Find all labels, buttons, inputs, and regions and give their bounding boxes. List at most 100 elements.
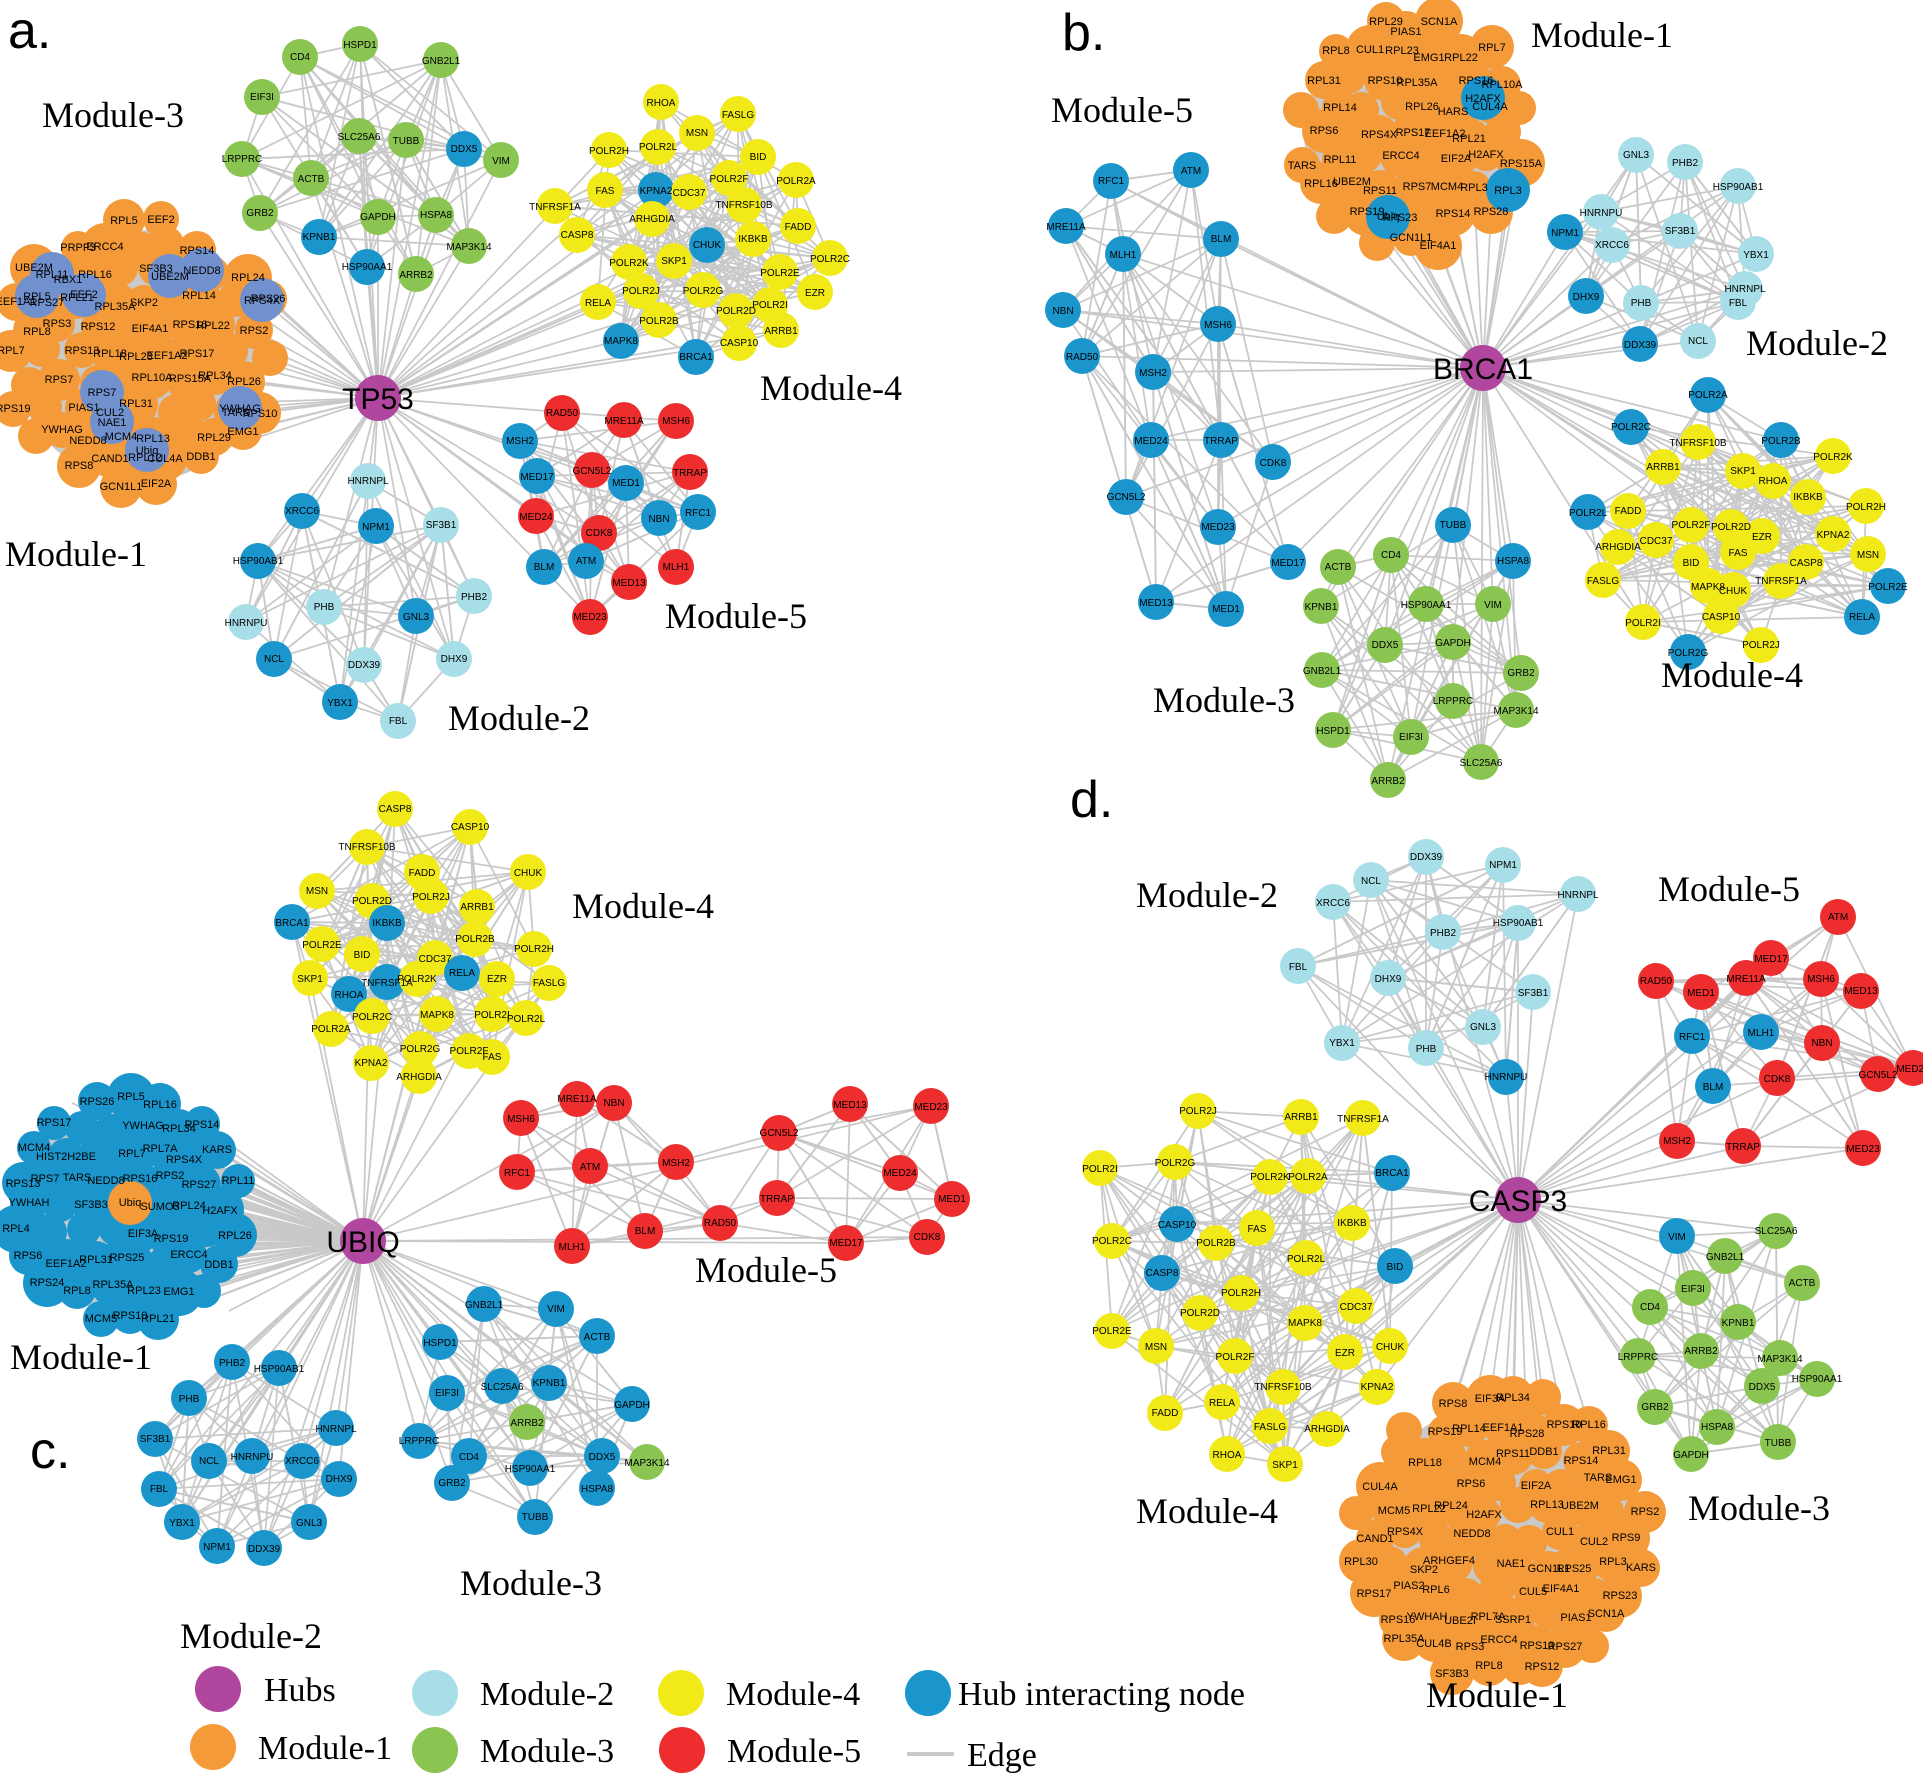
svg-text:CUL1: CUL1	[1546, 1526, 1574, 1538]
svg-text:SKP1: SKP1	[661, 256, 687, 267]
svg-text:NEDD8: NEDD8	[183, 265, 220, 277]
svg-text:RPL16: RPL16	[78, 269, 112, 281]
svg-text:HSP90AA1: HSP90AA1	[1792, 1374, 1843, 1385]
svg-text:Hubs: Hubs	[264, 1672, 336, 1709]
svg-text:RPL7: RPL7	[118, 1148, 146, 1160]
svg-text:NBN: NBN	[648, 514, 669, 525]
svg-text:c.: c.	[30, 1422, 70, 1480]
svg-text:NEDD8: NEDD8	[69, 435, 106, 447]
svg-text:GNB2L1: GNB2L1	[1706, 1252, 1745, 1263]
svg-text:IKBKB: IKBKB	[1337, 1218, 1367, 1229]
svg-text:CUL4A: CUL4A	[1472, 101, 1508, 113]
svg-text:Module-3: Module-3	[460, 1563, 602, 1603]
svg-text:RPS17: RPS17	[37, 1117, 72, 1129]
svg-text:SUMO3: SUMO3	[140, 1201, 179, 1213]
svg-text:POLR2D: POLR2D	[1711, 522, 1751, 533]
svg-text:TUBB: TUBB	[1440, 520, 1467, 531]
svg-text:CD4: CD4	[1640, 1302, 1660, 1313]
svg-text:MAP3K14: MAP3K14	[446, 242, 491, 253]
svg-text:Edge: Edge	[967, 1737, 1037, 1774]
svg-text:CDC37: CDC37	[1340, 1302, 1373, 1313]
svg-text:RPL31: RPL31	[1592, 1445, 1626, 1457]
svg-text:POLR2D: POLR2D	[716, 306, 756, 317]
svg-text:MLH1: MLH1	[663, 562, 690, 573]
svg-text:RPL14: RPL14	[182, 290, 216, 302]
svg-text:POLR2K: POLR2K	[609, 258, 649, 269]
svg-text:ARHGDIA: ARHGDIA	[1595, 542, 1641, 553]
svg-text:GRB2: GRB2	[1641, 1402, 1669, 1413]
svg-text:POLR2K: POLR2K	[1250, 1172, 1290, 1183]
svg-text:GAPDH: GAPDH	[614, 1400, 650, 1411]
svg-text:CUL2: CUL2	[1580, 1536, 1608, 1548]
svg-text:Module-2: Module-2	[448, 698, 590, 738]
svg-text:HNRNPL: HNRNPL	[315, 1424, 357, 1435]
svg-text:MAP3K14: MAP3K14	[624, 1458, 669, 1469]
svg-text:CASP3: CASP3	[1469, 1185, 1567, 1218]
svg-text:KPNA2: KPNA2	[1361, 1382, 1394, 1393]
svg-text:RPL8: RPL8	[1322, 45, 1350, 57]
svg-text:POLR2K: POLR2K	[397, 974, 437, 985]
svg-text:BLM: BLM	[534, 562, 555, 573]
svg-text:LRPPRC: LRPPRC	[222, 154, 263, 165]
svg-text:H2AFX: H2AFX	[202, 1205, 238, 1217]
svg-text:YWHAH: YWHAH	[1407, 1611, 1448, 1623]
svg-text:CDK8: CDK8	[586, 528, 613, 539]
svg-text:POLR2G: POLR2G	[683, 286, 724, 297]
svg-text:RPS26: RPS26	[251, 293, 286, 305]
svg-text:NEDD8: NEDD8	[1453, 1528, 1490, 1540]
svg-text:DDX5: DDX5	[589, 1452, 616, 1463]
svg-text:RPS4X: RPS4X	[244, 295, 281, 307]
svg-text:ARHGDIA: ARHGDIA	[629, 214, 675, 225]
svg-text:SF3B3: SF3B3	[139, 263, 173, 275]
svg-text:VIM: VIM	[492, 156, 510, 167]
svg-text:PHB: PHB	[1631, 298, 1652, 309]
svg-text:RPL21: RPL21	[60, 292, 94, 304]
svg-text:POLR2C: POLR2C	[810, 254, 850, 265]
svg-text:POLR2F: POLR2F	[1216, 1352, 1255, 1363]
svg-text:EEF1A1: EEF1A1	[0, 296, 36, 308]
svg-text:RPL3: RPL3	[1494, 185, 1522, 197]
svg-text:RPS26: RPS26	[80, 1096, 115, 1108]
svg-text:ERCC4: ERCC4	[170, 1249, 207, 1261]
svg-text:MSH6: MSH6	[1807, 974, 1835, 985]
svg-text:TP53: TP53	[342, 383, 414, 416]
svg-text:GNL3: GNL3	[1470, 1022, 1497, 1033]
svg-text:ATM: ATM	[1828, 912, 1848, 923]
svg-text:Module-3: Module-3	[1153, 680, 1295, 720]
svg-text:POLR2G: POLR2G	[1668, 648, 1709, 659]
svg-text:RPL7: RPL7	[1478, 42, 1506, 54]
svg-text:VIM: VIM	[1668, 1232, 1686, 1243]
svg-text:EEF1A1: EEF1A1	[1483, 1422, 1524, 1434]
svg-text:FBL: FBL	[1289, 962, 1308, 973]
svg-text:XRCC6: XRCC6	[1595, 240, 1629, 251]
svg-text:RPS2: RPS2	[1631, 1506, 1660, 1518]
svg-text:CAND1: CAND1	[1356, 1533, 1393, 1545]
svg-text:ACTB: ACTB	[298, 174, 325, 185]
svg-text:MAPK8: MAPK8	[1288, 1318, 1322, 1329]
svg-text:Module-5: Module-5	[695, 1250, 837, 1290]
svg-text:RPL31: RPL31	[79, 1254, 113, 1266]
svg-text:MSH2: MSH2	[1663, 1136, 1691, 1147]
svg-text:HSPA8: HSPA8	[420, 210, 452, 221]
svg-text:RPL11: RPL11	[36, 269, 69, 281]
svg-text:ARHGDIA: ARHGDIA	[396, 1072, 442, 1083]
svg-text:RPL16: RPL16	[143, 1099, 177, 1111]
svg-text:ARRB2: ARRB2	[399, 270, 433, 281]
svg-text:ATM: ATM	[580, 1162, 600, 1173]
svg-text:RPL31: RPL31	[119, 398, 153, 410]
svg-text:POLR2K: POLR2K	[1813, 452, 1853, 463]
svg-text:GCN5L2: GCN5L2	[1107, 492, 1146, 503]
svg-text:BLM: BLM	[1703, 1082, 1724, 1093]
svg-text:HSPD1: HSPD1	[343, 40, 377, 51]
svg-text:CHUK: CHUK	[1719, 586, 1748, 597]
svg-text:UBE2M: UBE2M	[151, 271, 189, 283]
svg-text:TARS: TARS	[1288, 160, 1317, 172]
svg-text:MED17: MED17	[1271, 558, 1305, 569]
svg-text:GAPDH: GAPDH	[1435, 638, 1471, 649]
svg-text:YBX1: YBX1	[1329, 1038, 1355, 1049]
svg-text:RPL5: RPL5	[117, 1091, 145, 1103]
svg-text:HSP90AB1: HSP90AB1	[1493, 918, 1544, 929]
svg-text:RPS11: RPS11	[1496, 1448, 1530, 1460]
svg-text:RPL6: RPL6	[1422, 1584, 1450, 1596]
svg-text:SCN1A: SCN1A	[1421, 16, 1458, 28]
